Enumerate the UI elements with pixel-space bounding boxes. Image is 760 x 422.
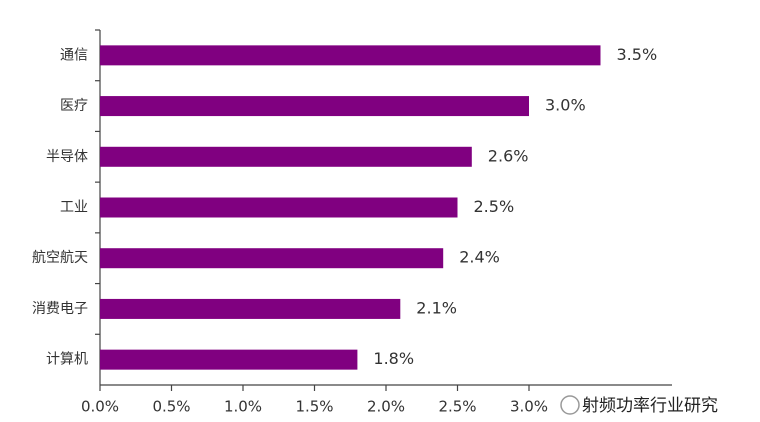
bar	[100, 45, 601, 66]
x-tick-label: 0.5%	[152, 398, 190, 416]
bar	[100, 197, 458, 218]
bar	[100, 96, 529, 117]
x-tick-label: 2.0%	[367, 398, 405, 416]
x-tick-label: 0.0%	[81, 398, 119, 416]
x-tick-label: 1.5%	[295, 398, 333, 416]
y-tick-label: 消费电子	[32, 301, 88, 317]
data-label: 2.4%	[459, 248, 500, 267]
y-tick-label: 工业	[60, 200, 88, 216]
bar	[100, 298, 401, 319]
data-label: 3.0%	[545, 96, 586, 115]
data-label: 3.5%	[617, 45, 658, 64]
bar	[100, 248, 444, 269]
data-label: 1.8%	[373, 349, 414, 368]
y-tick-label: 航空航天	[32, 250, 88, 266]
x-tick-label: 1.0%	[224, 398, 262, 416]
bar	[100, 349, 358, 370]
x-tick-label: 3.0%	[510, 398, 548, 416]
watermark: 射频功率行业研究	[582, 396, 718, 416]
y-tick-label: 半导体	[46, 149, 88, 165]
data-label: 2.5%	[474, 197, 515, 216]
y-tick-label: 通信	[60, 47, 88, 63]
y-tick-label: 计算机	[46, 352, 88, 368]
watermark-group: 射频功率行业研究	[560, 395, 718, 416]
data-label: 2.1%	[416, 298, 457, 317]
bar	[100, 146, 472, 167]
y-tick-label: 医疗	[60, 98, 88, 114]
watermark-icon	[560, 395, 580, 415]
data-label: 2.6%	[488, 146, 529, 165]
x-tick-label: 2.5%	[438, 398, 476, 416]
